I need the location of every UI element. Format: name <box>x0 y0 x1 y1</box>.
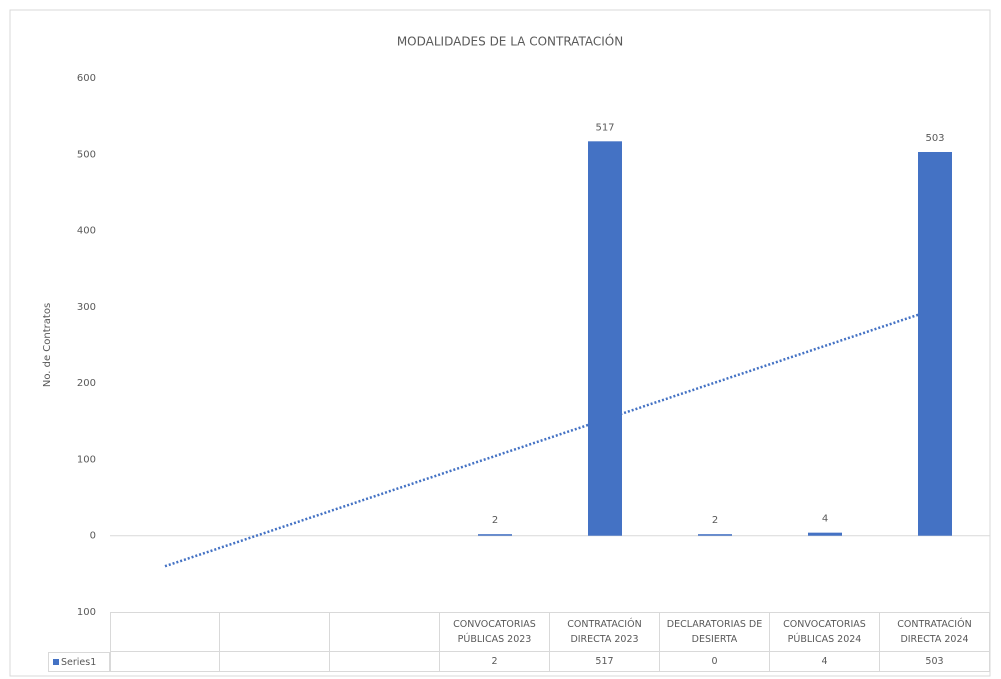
legend-key <box>53 659 59 665</box>
table-value <box>220 652 330 672</box>
x-category-label: CONVOCATORIAS PÚBLICAS 2024 <box>770 612 880 652</box>
y-axis-title: No. de Contratos <box>42 303 53 387</box>
x-category-label: CONTRATACIÓN DIRECTA 2023 <box>550 612 660 652</box>
y-tick-label: 400 <box>77 226 96 237</box>
y-tick-label: 300 <box>77 302 96 313</box>
legend-entry: Series1 <box>48 652 110 672</box>
y-tick-label: 0 <box>90 531 96 542</box>
x-category-label: CONTRATACIÓN DIRECTA 2024 <box>880 612 990 652</box>
table-value: 0 <box>660 652 770 672</box>
bar <box>478 534 512 536</box>
bar <box>918 151 952 536</box>
data-label: 2 <box>492 515 498 526</box>
table-value: 503 <box>880 652 990 672</box>
y-tick-label: 500 <box>77 149 96 160</box>
data-label: 2 <box>712 515 718 526</box>
legend-label: Series1 <box>61 656 97 668</box>
x-category-label <box>220 612 330 652</box>
x-category-label <box>330 612 440 652</box>
x-category-label <box>110 612 220 652</box>
y-tick-label: 100 <box>77 454 96 465</box>
table-value: 517 <box>550 652 660 672</box>
data-label: 503 <box>925 133 944 144</box>
table-value: 4 <box>770 652 880 672</box>
table-value <box>110 652 220 672</box>
chart-title: MODALIDADES DE LA CONTRATACIÓN <box>397 34 623 49</box>
y-tick-label: 600 <box>77 73 96 84</box>
x-category-label: CONVOCATORIAS PÚBLICAS 2023 <box>440 612 550 652</box>
bar <box>698 534 732 536</box>
bar <box>808 532 842 536</box>
table-value: 2 <box>440 652 550 672</box>
bar <box>588 141 622 536</box>
data-label: 4 <box>822 514 828 525</box>
trendline <box>164 307 936 568</box>
x-category-label: DECLARATORIAS DE DESIERTA <box>660 612 770 652</box>
data-label: 517 <box>595 122 614 133</box>
chart-border <box>9 9 991 677</box>
y-tick-label: 100 <box>77 607 96 618</box>
y-tick-label: 200 <box>77 378 96 389</box>
table-value <box>330 652 440 672</box>
